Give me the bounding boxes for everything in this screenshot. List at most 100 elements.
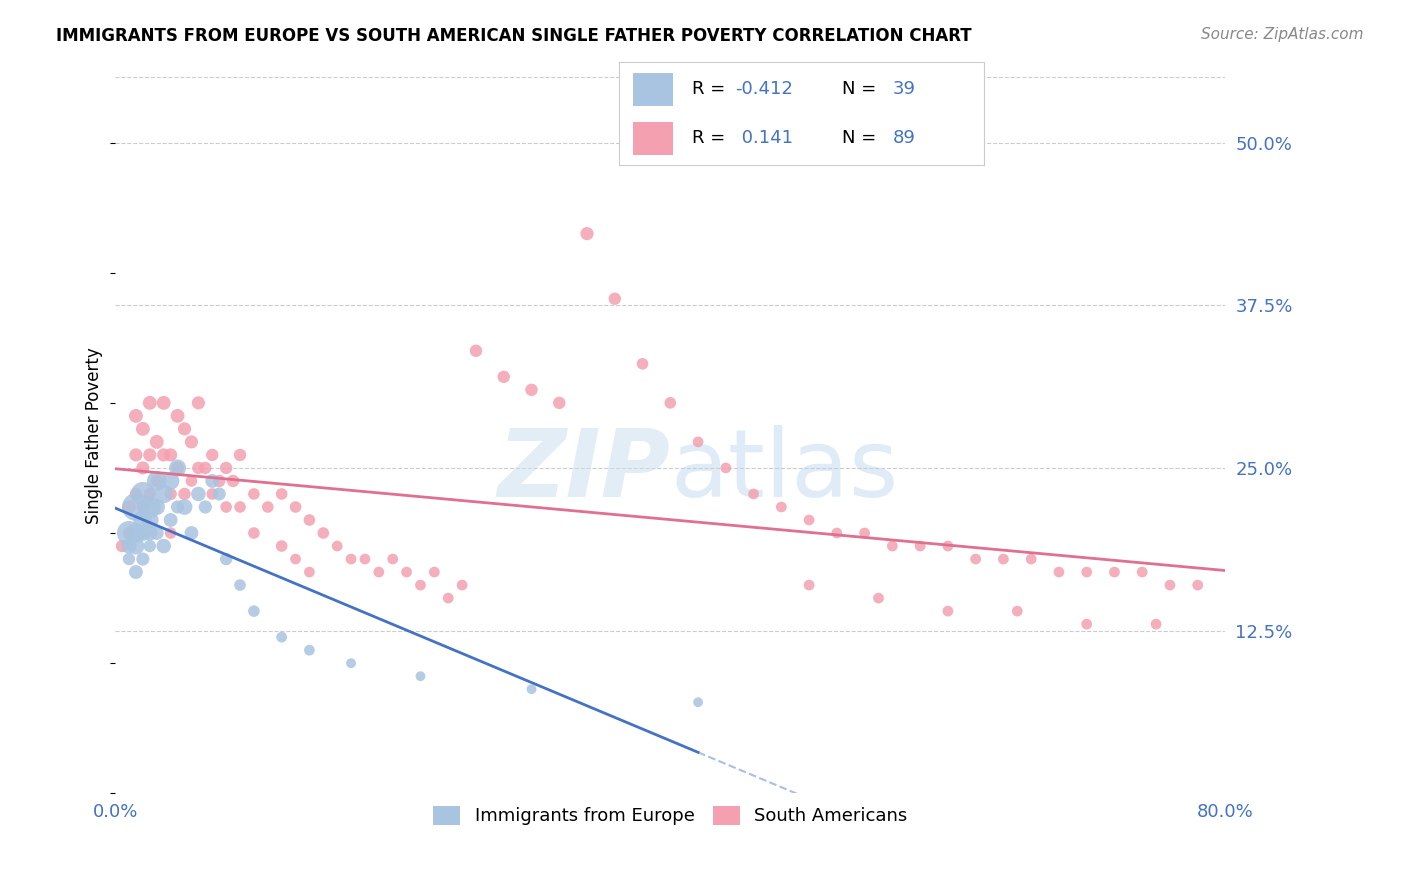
Point: [340, 552, 363, 566]
Point: [125, 500, 148, 514]
Point: [993, 552, 1015, 566]
Point: [208, 487, 231, 501]
Point: [118, 526, 141, 541]
Point: [714, 461, 737, 475]
Point: [492, 369, 515, 384]
Point: [1047, 565, 1070, 579]
Text: IMMIGRANTS FROM EUROPE VS SOUTH AMERICAN SINGLE FATHER POVERTY CORRELATION CHART: IMMIGRANTS FROM EUROPE VS SOUTH AMERICAN…: [56, 27, 972, 45]
Point: [132, 513, 155, 527]
Point: [465, 343, 488, 358]
Point: [222, 474, 245, 488]
Point: [152, 487, 174, 501]
Point: [229, 500, 252, 514]
Point: [159, 474, 181, 488]
Y-axis label: Single Father Poverty: Single Father Poverty: [86, 347, 103, 524]
Text: R =: R =: [692, 80, 731, 98]
Point: [1019, 552, 1042, 566]
Point: [853, 526, 876, 541]
Point: [118, 526, 141, 541]
Point: [125, 565, 148, 579]
Point: [139, 487, 162, 501]
Point: [298, 513, 321, 527]
Point: [576, 227, 599, 241]
Point: [298, 643, 321, 657]
Point: [132, 500, 155, 514]
Point: [659, 396, 682, 410]
Point: [423, 565, 446, 579]
Point: [125, 539, 148, 553]
Point: [215, 500, 238, 514]
Point: [1076, 617, 1098, 632]
Point: [152, 539, 174, 553]
Point: [340, 656, 363, 670]
Point: [125, 487, 148, 501]
Point: [125, 448, 148, 462]
Point: [270, 630, 292, 644]
Point: [1076, 565, 1098, 579]
Point: [180, 434, 202, 449]
Point: [797, 513, 820, 527]
Point: [1130, 565, 1153, 579]
Point: [936, 604, 959, 618]
Point: [201, 448, 224, 462]
Point: [229, 448, 252, 462]
Point: [145, 474, 167, 488]
Point: [139, 539, 162, 553]
Point: [145, 500, 167, 514]
Point: [797, 578, 820, 592]
Point: [111, 539, 134, 553]
Point: [118, 552, 141, 566]
Point: [132, 552, 155, 566]
Point: [132, 487, 155, 501]
FancyBboxPatch shape: [633, 122, 673, 155]
Point: [395, 565, 418, 579]
Point: [139, 396, 162, 410]
Point: [868, 591, 890, 606]
Point: [270, 539, 292, 553]
Point: [742, 487, 765, 501]
Point: [173, 500, 195, 514]
Point: [409, 669, 432, 683]
Point: [159, 513, 181, 527]
Point: [215, 552, 238, 566]
Text: N =: N =: [842, 80, 882, 98]
Point: [367, 565, 389, 579]
Point: [936, 539, 959, 553]
Text: 89: 89: [893, 129, 915, 147]
Point: [312, 526, 335, 541]
Point: [284, 500, 307, 514]
Point: [243, 487, 266, 501]
Point: [686, 695, 709, 709]
Point: [451, 578, 474, 592]
Text: 39: 39: [893, 80, 915, 98]
Point: [686, 434, 709, 449]
Point: [139, 513, 162, 527]
Text: ZIP: ZIP: [498, 425, 671, 517]
Point: [187, 396, 209, 410]
Point: [166, 461, 188, 475]
Point: [243, 526, 266, 541]
Point: [409, 578, 432, 592]
Point: [145, 474, 167, 488]
Point: [908, 539, 931, 553]
Point: [520, 682, 543, 697]
Point: [1007, 604, 1029, 618]
Point: [520, 383, 543, 397]
Point: [631, 357, 654, 371]
Point: [187, 487, 209, 501]
Point: [166, 500, 188, 514]
Point: [173, 422, 195, 436]
Point: [1104, 565, 1126, 579]
Point: [326, 539, 349, 553]
Text: -0.412: -0.412: [735, 80, 793, 98]
Point: [256, 500, 278, 514]
Point: [1187, 578, 1209, 592]
Point: [229, 578, 252, 592]
Point: [298, 565, 321, 579]
Point: [166, 461, 188, 475]
Point: [381, 552, 404, 566]
Point: [270, 487, 292, 501]
Point: [152, 448, 174, 462]
Point: [139, 448, 162, 462]
Point: [118, 539, 141, 553]
